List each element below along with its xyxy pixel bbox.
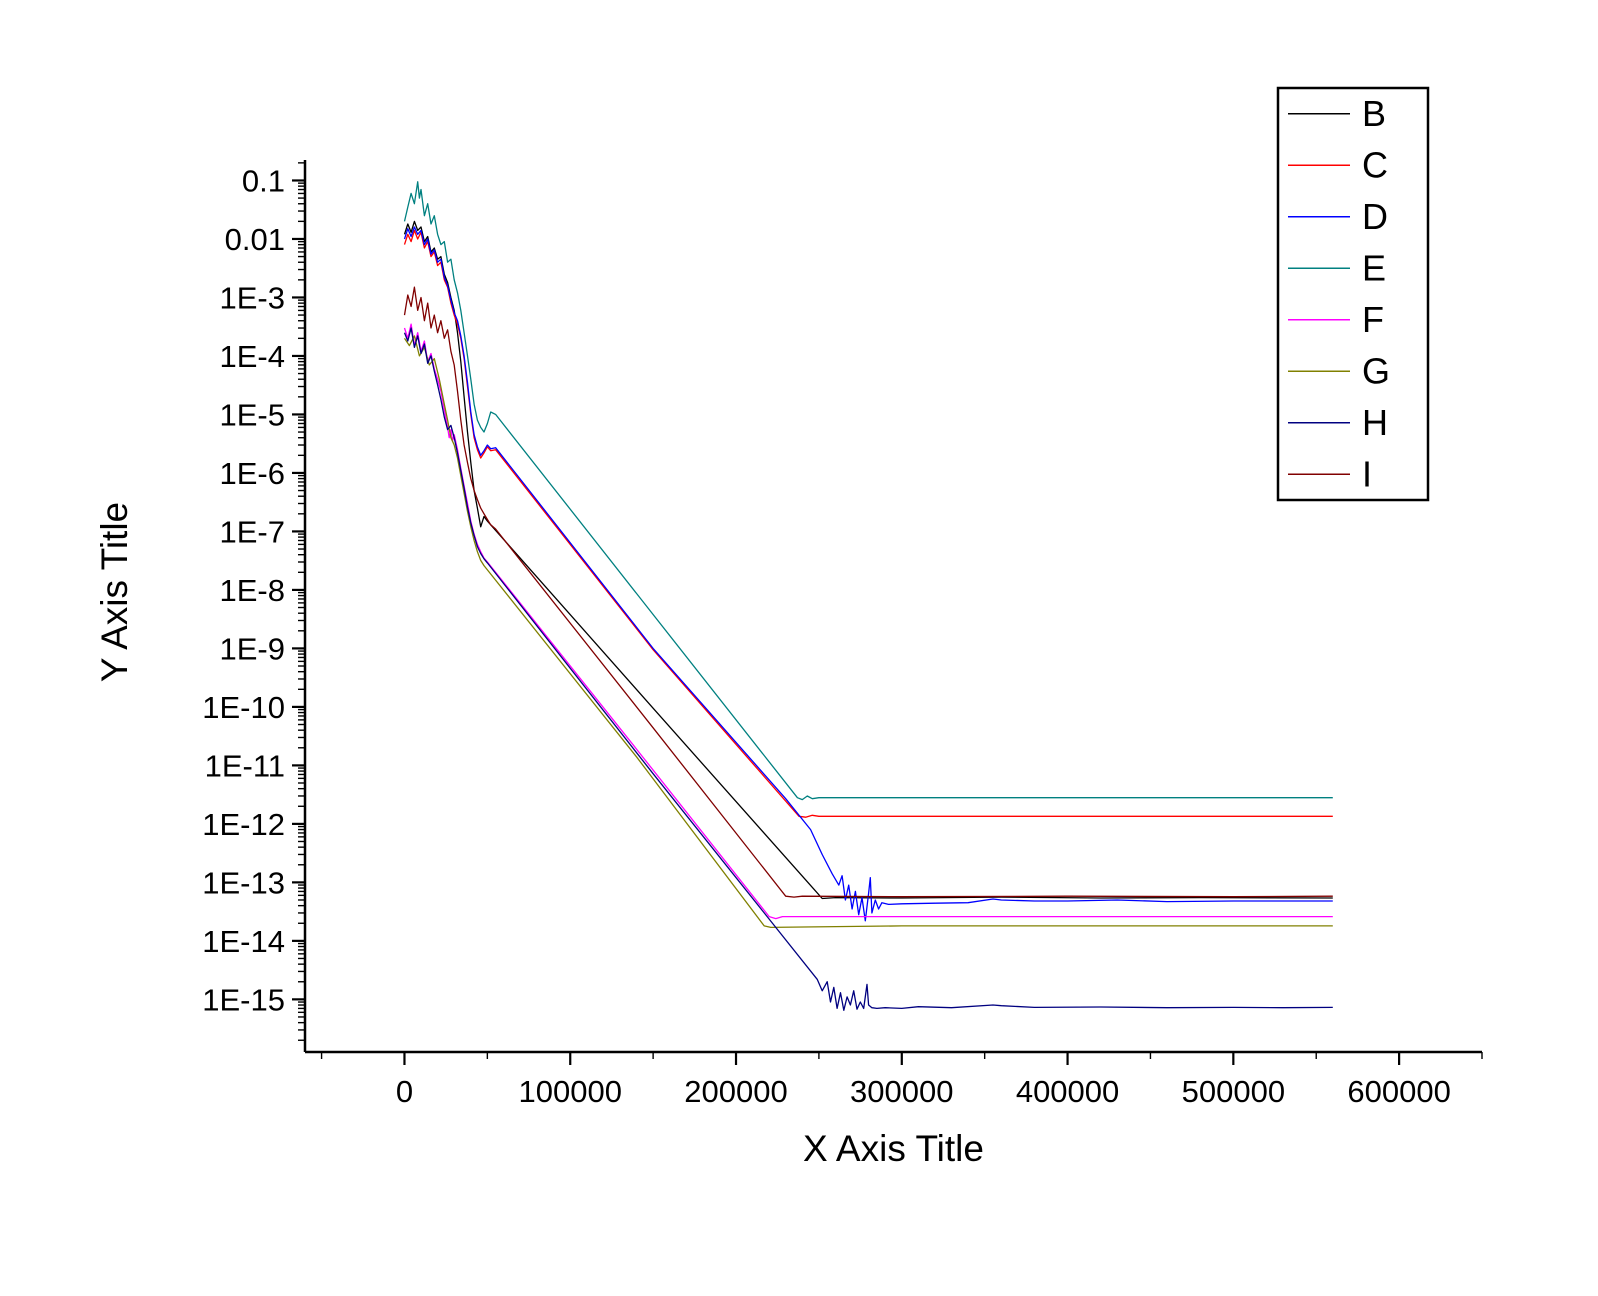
x-axis: 0 100000 200000 300000 400000 500000 600000 (320, 1052, 1483, 1109)
series-C (403, 229, 1333, 818)
y-tick-label: 0.1 (242, 163, 285, 198)
series-B (403, 220, 1333, 900)
series-G (403, 335, 1333, 929)
y-axis-title: Y Axis Title (94, 501, 135, 683)
legend-label-F: F (1362, 299, 1384, 340)
axes (303, 160, 1482, 1054)
y-tick-label: 1E-3 (220, 280, 285, 315)
legend-label-C: C (1362, 144, 1388, 185)
legend-label-G: G (1362, 350, 1390, 391)
y-tick-label: 1E-6 (220, 456, 285, 491)
legend-label-D: D (1362, 196, 1388, 237)
legend-box (1276, 86, 1430, 502)
legend-label-I: I (1362, 453, 1372, 494)
y-tick-label: 0.01 (225, 222, 285, 257)
x-axis-title: X Axis Title (803, 1128, 984, 1169)
series-I (403, 286, 1333, 898)
legend-label-B: B (1362, 93, 1386, 134)
y-tick-label: 1E-5 (220, 397, 285, 432)
x-tick-label: 300000 (850, 1074, 953, 1109)
x-tick-label: 100000 (519, 1074, 622, 1109)
series-F (403, 323, 1333, 920)
y-tick-label: 1E-15 (202, 982, 285, 1017)
y-tick-label: 1E-12 (202, 807, 285, 842)
series-H (403, 327, 1333, 1011)
y-tick-label: 1E-4 (220, 339, 285, 374)
y-tick-label: 1E-14 (202, 924, 285, 959)
legend-label-E: E (1362, 247, 1386, 288)
series-D (403, 226, 1333, 922)
y-tick-label: 1E-11 (205, 748, 285, 783)
y-tick-label: 1E-8 (220, 573, 285, 608)
y-tick-label: 1E-13 (202, 865, 285, 900)
x-tick-label: 600000 (1347, 1074, 1450, 1109)
x-tick-label: 0 (396, 1074, 413, 1109)
x-tick-label: 200000 (684, 1074, 787, 1109)
y-axis: 0.1 0.01 1E-3 1E-4 1E-5 1E-6 1E-7 1E-8 1E-9 1E-10… (202, 162, 305, 1041)
legend-label-H: H (1362, 402, 1388, 443)
series-E (403, 181, 1333, 801)
x-tick-label: 500000 (1182, 1074, 1285, 1109)
y-tick-label: 1E-9 (220, 631, 285, 666)
y-tick-label: 1E-10 (202, 690, 285, 725)
x-tick-label: 400000 (1016, 1074, 1119, 1109)
y-tick-label: 1E-7 (220, 514, 285, 549)
